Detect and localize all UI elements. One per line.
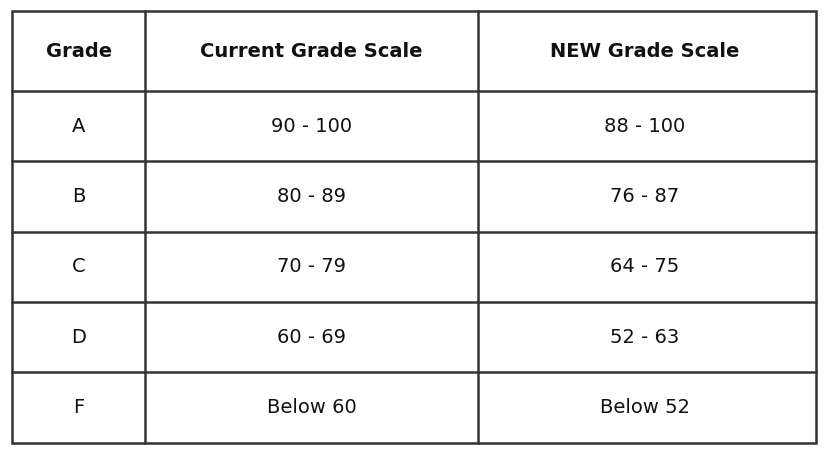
Bar: [12, 302, 145, 372]
Bar: [12, 162, 145, 232]
Text: 64 - 75: 64 - 75: [609, 257, 679, 276]
Bar: [478, 232, 810, 302]
Bar: [478, 91, 810, 162]
Text: 80 - 89: 80 - 89: [277, 187, 346, 206]
Text: C: C: [72, 257, 85, 276]
Bar: [145, 372, 478, 443]
Bar: [478, 162, 810, 232]
Text: 70 - 79: 70 - 79: [277, 257, 346, 276]
Text: 60 - 69: 60 - 69: [277, 328, 346, 347]
Bar: [145, 302, 478, 372]
Text: 90 - 100: 90 - 100: [270, 117, 351, 136]
Text: D: D: [71, 328, 86, 347]
Text: F: F: [73, 398, 84, 417]
Text: Below 60: Below 60: [266, 398, 356, 417]
Bar: [145, 11, 478, 91]
Bar: [145, 91, 478, 162]
Bar: [478, 372, 810, 443]
Bar: [478, 11, 810, 91]
Bar: [12, 232, 145, 302]
Bar: [478, 302, 810, 372]
Bar: [145, 232, 478, 302]
Text: 88 - 100: 88 - 100: [604, 117, 685, 136]
Bar: [12, 11, 145, 91]
Text: A: A: [72, 117, 85, 136]
Text: B: B: [72, 187, 85, 206]
Bar: [12, 91, 145, 162]
Text: Grade: Grade: [45, 42, 112, 61]
Text: Below 52: Below 52: [600, 398, 689, 417]
Text: 76 - 87: 76 - 87: [609, 187, 679, 206]
Text: 52 - 63: 52 - 63: [609, 328, 679, 347]
Bar: [145, 162, 478, 232]
Bar: [12, 372, 145, 443]
Text: NEW Grade Scale: NEW Grade Scale: [550, 42, 739, 61]
Text: Current Grade Scale: Current Grade Scale: [200, 42, 423, 61]
